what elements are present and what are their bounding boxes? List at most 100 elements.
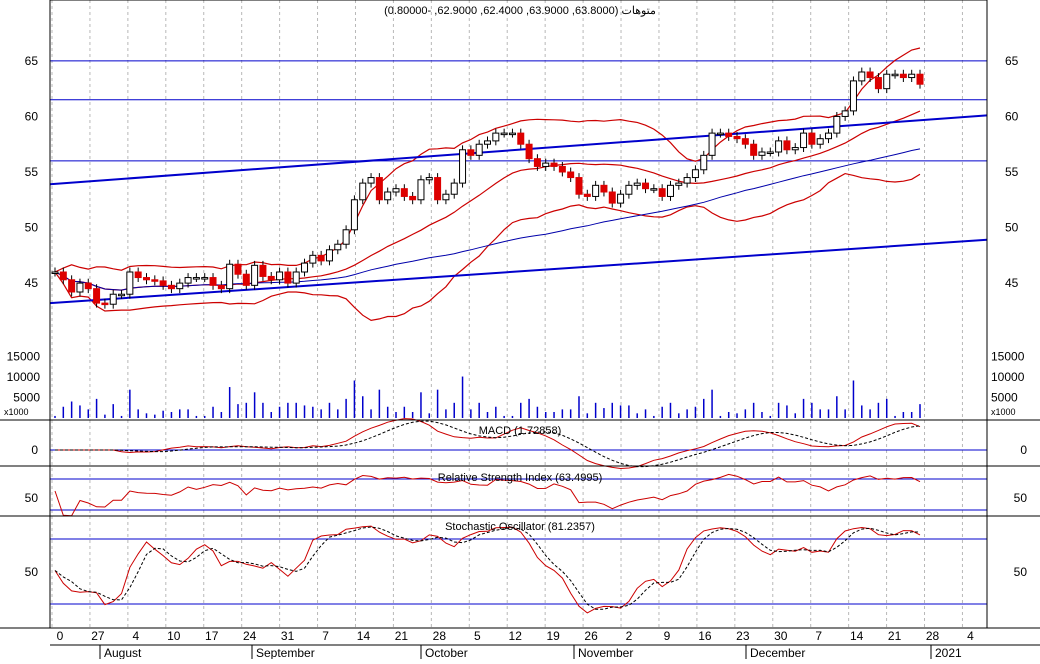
candle-body <box>84 282 92 290</box>
x-day-label: 5 <box>474 629 481 643</box>
x-day-label: 7 <box>815 629 822 643</box>
candle-body <box>151 279 159 282</box>
x-day-label: 10 <box>167 629 181 643</box>
x-month-label: November <box>578 646 633 659</box>
x-day-label: 26 <box>584 629 598 643</box>
bollinger-lower <box>54 172 921 322</box>
candle-body <box>666 184 674 197</box>
candle-body <box>866 71 874 79</box>
macd-panel <box>50 418 987 470</box>
x-day-label: 4 <box>133 629 140 643</box>
price-tick-left: 50 <box>25 221 39 235</box>
x-day-label: 7 <box>322 629 329 643</box>
x-day-label: 27 <box>91 629 105 643</box>
gridlines <box>51 0 963 628</box>
candle-body <box>68 279 76 293</box>
candle-body <box>550 162 558 167</box>
candle-body <box>317 254 325 262</box>
x-month-label: October <box>425 646 468 659</box>
candle-body <box>126 271 134 295</box>
candle-body <box>425 177 433 181</box>
macd-label: MACD (1.72858) <box>479 425 562 437</box>
candle-body <box>292 271 300 284</box>
x-day-label: 0 <box>57 629 64 643</box>
candle-body <box>118 293 126 297</box>
chart-title: متوهات (63.8000, 63.9000, 62.4000, 62.90… <box>384 5 656 17</box>
stochastic-label: Stochastic Oscillator (81.2357) <box>445 521 595 533</box>
volume-tick-left: 10000 <box>7 370 41 384</box>
candle-body <box>642 182 650 190</box>
price-tick-right: 60 <box>1005 109 1019 123</box>
volume-tick-right: 10000 <box>991 370 1025 384</box>
candle-body <box>484 140 491 145</box>
volume-tick-right: 15000 <box>991 349 1025 363</box>
candle-body <box>492 132 500 142</box>
price-tick-right: 55 <box>1005 165 1019 179</box>
x-day-label: 16 <box>698 629 712 643</box>
volume-unit-left: x1000 <box>4 407 29 417</box>
candle-body <box>800 132 808 149</box>
candle-body <box>617 193 625 204</box>
x-day-label: 9 <box>664 629 671 643</box>
candle-body <box>334 243 342 251</box>
candle-body <box>533 158 541 167</box>
candle-body <box>508 132 516 136</box>
candle-body <box>217 284 225 290</box>
candle-body <box>783 140 791 151</box>
candle-body <box>575 177 583 195</box>
volume-tick-left: 5000 <box>13 390 40 404</box>
candle-body <box>367 177 375 184</box>
x-day-label: 2 <box>626 629 633 643</box>
horizontal-levels <box>50 60 987 162</box>
x-day-label: 14 <box>357 629 371 643</box>
candle-body <box>384 191 392 201</box>
candle-body <box>592 184 600 197</box>
volume-bars <box>54 376 921 418</box>
candle-body <box>134 271 142 279</box>
price-tick-left: 45 <box>25 276 39 290</box>
volume-tick-left: 15000 <box>7 349 41 363</box>
panel-frames <box>0 0 1040 646</box>
candle-body <box>459 149 467 184</box>
candle-body <box>725 132 733 137</box>
candle-body <box>500 132 508 136</box>
candle-body <box>775 140 783 153</box>
candle-body <box>841 110 849 117</box>
x-day-label: 12 <box>509 629 523 643</box>
candle-body <box>517 132 525 145</box>
trendlines <box>49 114 988 305</box>
candle-body <box>201 277 209 280</box>
candle-body <box>467 149 475 156</box>
x-day-label: 21 <box>888 629 902 643</box>
x-day-label: 4 <box>967 629 974 643</box>
candle-body <box>583 193 591 197</box>
x-day-label: 21 <box>395 629 409 643</box>
x-month-label: 2021 <box>935 646 962 659</box>
candlesticks <box>51 67 924 309</box>
price-tick-right: 65 <box>1005 54 1019 68</box>
candle-body <box>276 271 284 281</box>
candle-body <box>716 132 724 136</box>
price-tick-left: 60 <box>25 109 39 123</box>
candle-body <box>858 71 866 82</box>
price-tick-left: 55 <box>25 165 39 179</box>
candle-body <box>309 254 317 264</box>
candle-body <box>400 188 408 197</box>
candle-body <box>434 177 442 201</box>
candle-body <box>675 182 683 186</box>
candle-body <box>558 165 566 173</box>
candle-body <box>301 262 309 273</box>
candle-body <box>417 179 425 201</box>
x-day-label: 28 <box>926 629 940 643</box>
lower-trendline <box>49 238 988 305</box>
price-tick-right: 45 <box>1005 276 1019 290</box>
candle-body <box>159 280 167 286</box>
candle-body <box>342 229 350 245</box>
candle-body <box>209 277 217 286</box>
candle-body <box>450 182 458 195</box>
candle-body <box>251 264 259 286</box>
candle-body <box>625 184 633 195</box>
candle-body <box>825 132 833 140</box>
candle-body <box>267 275 275 281</box>
